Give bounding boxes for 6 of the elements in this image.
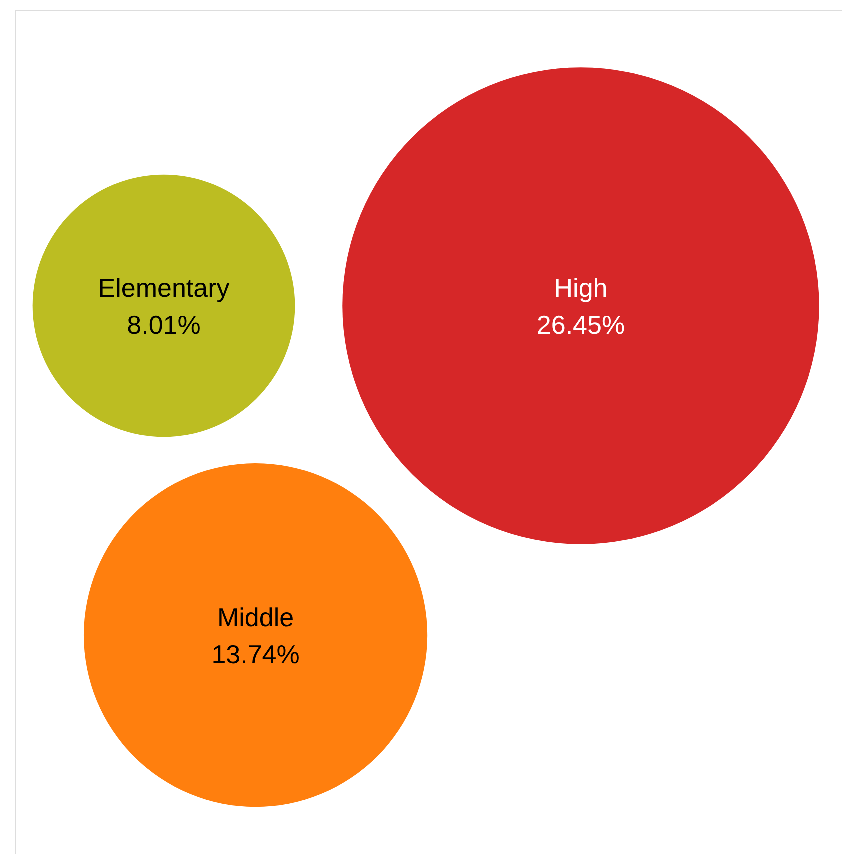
data-label: 13.74%: [212, 639, 300, 670]
data-label: 8.01%: [127, 310, 201, 340]
category-label: High: [554, 273, 608, 303]
category-label: Middle: [217, 602, 294, 632]
category-label: Elementary: [98, 273, 230, 303]
data-label: 26.45%: [536, 310, 626, 340]
